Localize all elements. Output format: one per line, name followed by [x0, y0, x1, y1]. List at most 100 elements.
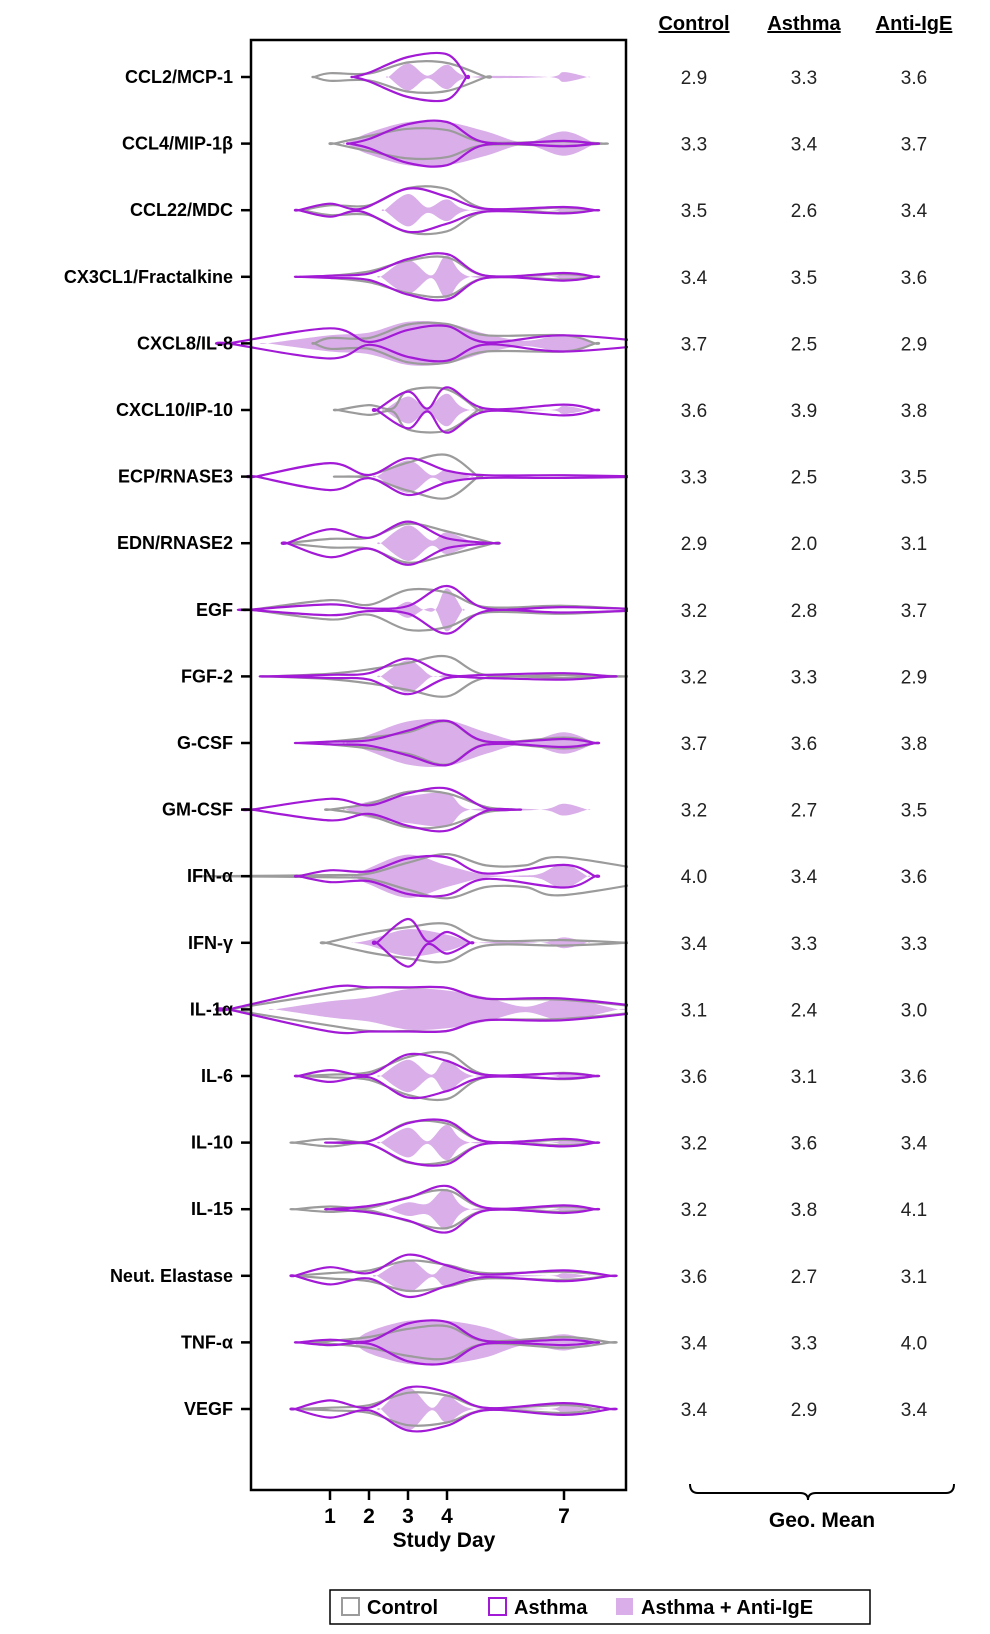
violin-antiige-gm-csf: [342, 792, 591, 827]
geo-mean-cell: 2.9: [791, 1400, 817, 1421]
violin-group-ccl2-mcp-1: [311, 51, 591, 103]
geo-mean-cell: 3.9: [791, 401, 817, 422]
legend-label: Control: [367, 1597, 438, 1619]
geo-mean-cell: 3.1: [681, 1000, 707, 1021]
geo-mean-cell: 3.2: [681, 601, 707, 622]
geo-mean-cell: 4.0: [901, 1333, 927, 1354]
violin-group-edn-rnase2: [280, 520, 501, 566]
violin-antiige-il-10: [377, 1124, 591, 1161]
violin-asthma-cx3cl1-fractalkine: [293, 252, 601, 302]
geo-mean-cell: 3.4: [901, 1400, 928, 1421]
geo-mean-cell: 3.3: [791, 68, 817, 89]
violin-group-cxcl8-il-8: [214, 320, 628, 366]
row-label: Neut. Elastase: [110, 1266, 233, 1286]
violin-antiige-ccl22-mdc: [381, 193, 591, 227]
row-label: IL-1α: [190, 999, 233, 1019]
geo-mean-cell: 3.5: [681, 201, 707, 222]
violin-asthma-il-15: [324, 1184, 601, 1234]
violin-asthma-egf: [236, 584, 628, 635]
x-tick-label: 7: [558, 1505, 570, 1528]
geo-mean-cell: 3.4: [791, 135, 818, 156]
violin-asthma-il-1: [214, 984, 628, 1035]
row-label: IFN-α: [187, 866, 233, 886]
violin-antiige-cxcl10-ip-10: [381, 393, 591, 427]
geo-mean-cell: 3.5: [901, 801, 927, 822]
geo-mean-cell: 2.6: [791, 201, 817, 222]
geo-mean-cell: 3.3: [791, 934, 817, 955]
geo-mean-cell: 3.4: [681, 1400, 708, 1421]
row-label: EGF: [196, 600, 233, 620]
geo-mean-cell: 3.7: [901, 135, 927, 156]
violin-group-fgf-2: [258, 654, 628, 698]
plot-frame: [249, 38, 628, 1492]
violin-antiige-fgf-2: [377, 660, 478, 693]
table-header: Anti-IgE: [876, 13, 953, 35]
violin-antiige-g-csf: [342, 719, 600, 768]
geo-mean-cell: 2.5: [791, 334, 817, 355]
geo-mean-cell: 2.8: [791, 601, 817, 622]
violin-control-ecp-rnase3: [332, 453, 484, 500]
violin-antiige-cxcl8-il-8: [259, 320, 600, 366]
violin-asthma-ccl22-mdc: [293, 187, 601, 234]
geo-mean-cell: 3.2: [681, 801, 707, 822]
x-axis: 1 2 3 4 7 Study Day: [324, 1490, 570, 1552]
violin-asthma-gm-csf: [241, 786, 523, 833]
violin-asthma-ifn: [371, 917, 475, 968]
x-tick-label: 2: [363, 1505, 375, 1528]
x-tick-label: 4: [441, 1505, 453, 1528]
violin-antiige-cx3cl1-fractalkine: [377, 255, 591, 299]
violin-group-ccl22-mdc: [293, 185, 601, 236]
geo-mean-cell: 3.6: [901, 867, 927, 888]
violin-antiige-ccl4-mip-1: [342, 120, 600, 167]
geo-mean-cell: 2.5: [791, 468, 817, 489]
geo-mean-cell: 3.6: [791, 1134, 817, 1155]
violin-asthma-ccl2-mcp-1: [350, 51, 471, 103]
geo-mean-cell: 3.6: [901, 68, 927, 89]
violin-antiige-tnf: [351, 1319, 600, 1366]
row-label: IL-15: [191, 1199, 233, 1219]
x-axis-label: Study Day: [393, 1529, 496, 1552]
geo-mean-cell: 3.7: [901, 601, 927, 622]
row-label: IL-10: [191, 1133, 233, 1153]
geo-mean-cell: 3.8: [901, 401, 927, 422]
violin-antiige-egf: [390, 588, 465, 632]
geo-mean-cell: 3.4: [681, 1333, 708, 1354]
legend-box: [329, 1589, 871, 1625]
violin-antiige-vegf: [377, 1387, 591, 1431]
violin-asthma-edn-rnase2: [280, 520, 501, 566]
geo-mean-cell: 3.8: [791, 1200, 817, 1221]
violin-asthma-g-csf: [293, 719, 601, 767]
violin-asthma-vegf: [289, 1385, 618, 1433]
violin-group-cx3cl1-fractalkine: [293, 252, 601, 302]
geo-mean-cell: 2.4: [791, 1000, 818, 1021]
geo-mean-cell: 3.6: [681, 1067, 707, 1088]
legend: Control Asthma Asthma + Anti-IgE: [329, 1589, 871, 1625]
geo-mean-cell: 3.7: [681, 734, 707, 755]
row-label: CX3CL1/Fractalkine: [64, 267, 233, 287]
violin-antiige-neut-elastase: [372, 1259, 591, 1293]
violin-antiige-edn-rnase2: [377, 525, 478, 562]
geo-mean-cell: 2.9: [681, 534, 707, 555]
row-label: G-CSF: [177, 733, 233, 753]
row-label: VEGF: [184, 1399, 233, 1419]
violin-group-il-1: [214, 984, 628, 1035]
geo-mean-cell: 3.7: [681, 334, 707, 355]
legend-label: Asthma: [514, 1597, 588, 1619]
geo-mean-cell: 3.2: [681, 667, 707, 688]
geo-mean-cell: 2.7: [791, 1267, 817, 1288]
row-label: ECP/RNASE3: [118, 467, 233, 487]
geo-mean-cell: 3.3: [791, 1333, 817, 1354]
geo-mean-cell: 3.1: [901, 1267, 927, 1288]
geo-mean-cell: 3.4: [681, 268, 708, 289]
geo-mean-cell: 3.4: [901, 1134, 928, 1155]
violin-antiige-ifn: [351, 854, 591, 898]
geo-mean-cell: 3.4: [791, 867, 818, 888]
geo-mean-cell: 3.0: [901, 1000, 927, 1021]
geo-mean-cell: 2.9: [681, 68, 707, 89]
legend-label: Asthma + Anti-IgE: [641, 1597, 813, 1619]
row-label: TNF-α: [181, 1332, 233, 1352]
geo-mean-cell: 3.5: [901, 468, 927, 489]
geo-mean-cell: 3.2: [681, 1200, 707, 1221]
violin-control-cxcl10-ip-10: [332, 386, 484, 434]
